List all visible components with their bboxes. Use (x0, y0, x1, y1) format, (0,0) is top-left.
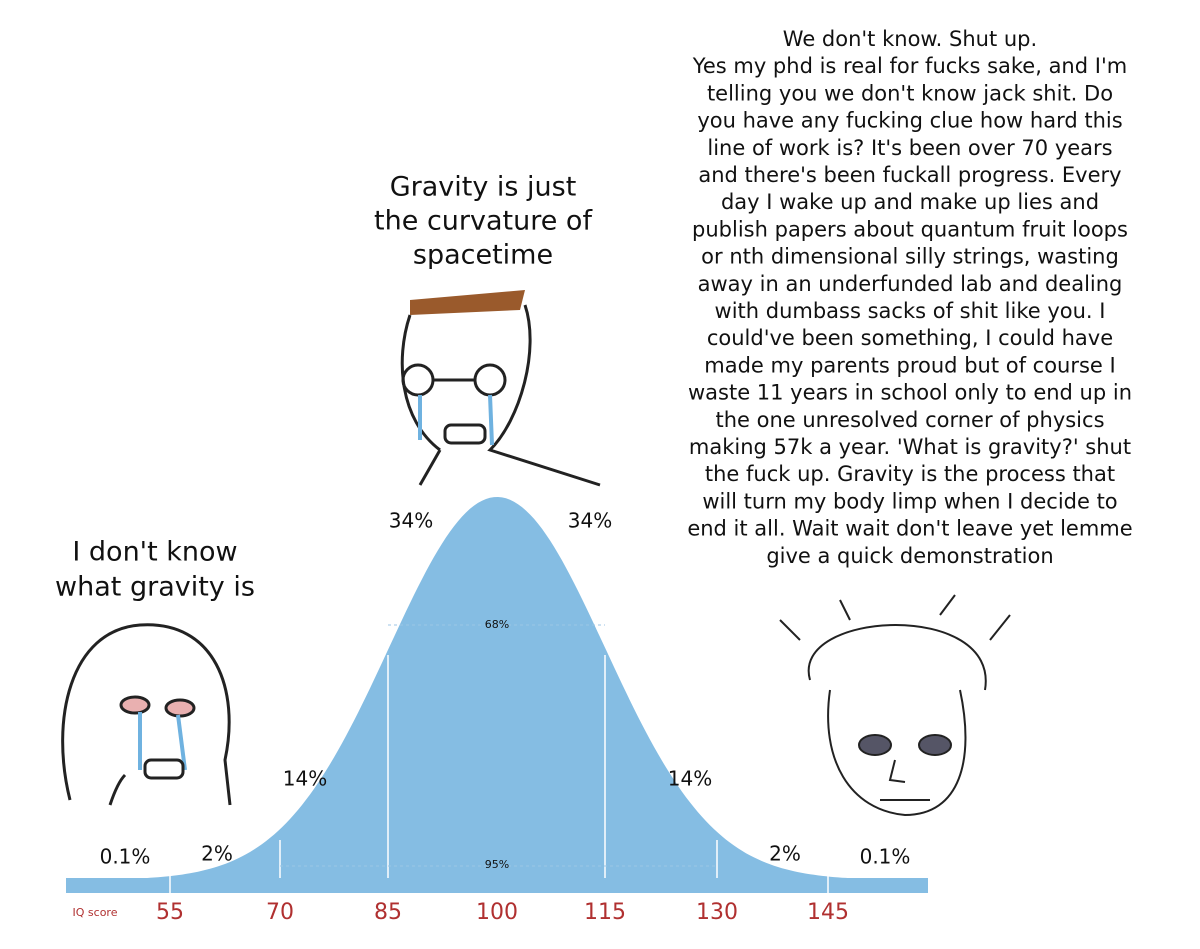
caption-line: Gravity is just (390, 172, 577, 203)
axis-label: 70 (266, 900, 294, 925)
caption-line: I don't know (72, 537, 237, 568)
axis-band (66, 878, 928, 893)
caption-line: you have any fucking clue how hard this (697, 109, 1122, 133)
percent-label: 34% (568, 509, 612, 533)
caption-line: day I wake up and make up lies and (721, 190, 1099, 214)
crying-face (61, 623, 232, 806)
caption-line: telling you we don't know jack shit. Do (707, 81, 1113, 105)
caption-line: the curvature of (374, 206, 593, 237)
caption-line: end it all. Wait wait don't leave yet le… (687, 517, 1132, 541)
caption-line: the one unresolved corner of physics (715, 408, 1104, 432)
caption-line: will turn my body limp when I decide to (702, 489, 1117, 513)
caption-line: with dumbass sacks of shit like you. I (715, 299, 1106, 323)
bell-curve (66, 497, 928, 880)
caption-line: made my parents proud but of course I (704, 353, 1115, 377)
caption-line: what gravity is (55, 572, 255, 603)
axis-label: 130 (696, 900, 738, 925)
axis-label: 115 (584, 900, 626, 925)
percent-label: 0.1% (860, 845, 911, 869)
axis-label: 85 (374, 900, 402, 925)
tired-face (779, 594, 1011, 817)
percent-label: 14% (283, 767, 327, 791)
percent-label: 34% (389, 509, 433, 533)
percent-label: 0.1% (100, 845, 151, 869)
percent-label: 2% (201, 842, 233, 866)
percent-label: 14% (668, 767, 712, 791)
caption-line: give a quick demonstration (766, 544, 1053, 568)
caption-line: the fuck up. Gravity is the process that (705, 462, 1115, 486)
caption-line: making 57k a year. 'What is gravity?' sh… (689, 435, 1131, 459)
caption-line: We don't know. Shut up. (783, 27, 1037, 51)
caption-line: line of work is? It's been over 70 years (707, 136, 1112, 160)
caption-line: or nth dimensional silly strings, wastin… (701, 245, 1119, 269)
caption-line: Yes my phd is real for fucks sake, and I… (692, 54, 1127, 78)
band-lines (280, 624, 717, 867)
axis-label: 100 (476, 900, 518, 925)
sd-lines (169, 655, 829, 893)
band-label: 95% (485, 858, 509, 871)
axis-label: 55 (156, 900, 184, 925)
caption-line: waste 11 years in school only to end up … (688, 381, 1132, 405)
caption-line: and there's been fuckall progress. Every (698, 163, 1121, 187)
caption-line: away in an underfunded lab and dealing (698, 272, 1123, 296)
percent-label: 2% (769, 842, 801, 866)
caption-line: spacetime (413, 240, 553, 271)
axis-title: IQ score (73, 906, 118, 919)
glasses-face (400, 290, 601, 487)
caption-line: publish papers about quantum fruit loops (692, 217, 1128, 241)
caption-line: could've been something, I could have (707, 326, 1113, 350)
band-label: 68% (485, 618, 509, 631)
axis-label: 145 (807, 900, 849, 925)
